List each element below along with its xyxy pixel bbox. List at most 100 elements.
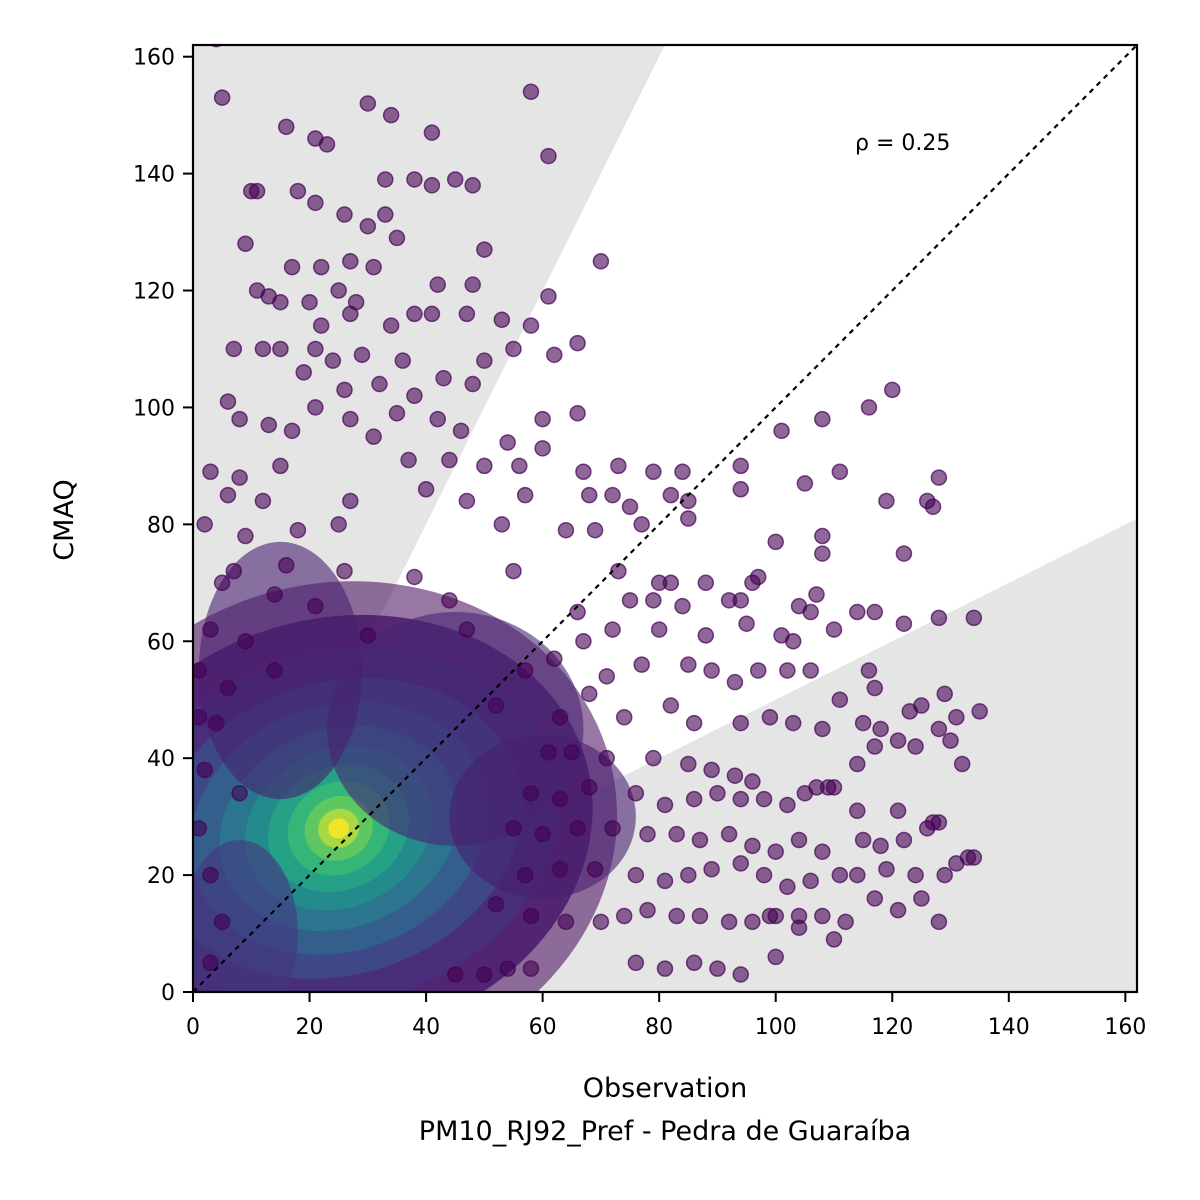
scatter-point	[213, 574, 231, 592]
scatter-point	[540, 147, 557, 165]
scatter-point	[709, 784, 726, 802]
scatter-point	[476, 352, 493, 369]
scatter-point	[586, 860, 604, 878]
x-tick-label: 40	[412, 1015, 440, 1040]
scatter-point	[615, 709, 633, 726]
scatter-point	[953, 755, 971, 773]
scatter-point	[254, 340, 272, 358]
scatter-point	[580, 685, 598, 703]
scatter-point	[435, 369, 452, 387]
scatter-point	[193, 820, 208, 837]
scatter-point	[516, 662, 534, 679]
plot-frame	[191, 43, 1139, 994]
scatter-point	[604, 820, 621, 837]
scatter-point	[208, 714, 225, 732]
scatter-point	[464, 375, 481, 393]
scatter-point	[720, 825, 738, 843]
scatter-point	[336, 562, 353, 580]
scatter-point	[505, 562, 522, 580]
scatter-point	[814, 907, 831, 925]
x-tick-label: 80	[645, 1015, 673, 1040]
scatter-point	[213, 89, 231, 106]
scatter-point	[732, 966, 750, 983]
scatter-point	[744, 837, 761, 855]
scatter-point	[312, 317, 330, 334]
scatter-point	[464, 177, 481, 194]
scatter-point	[446, 966, 464, 983]
scatter-point	[336, 206, 353, 223]
y-tick-label: 60	[147, 630, 175, 655]
scatter-point	[516, 866, 534, 884]
y-tick-label: 0	[161, 981, 175, 1006]
scatter-point	[330, 282, 347, 299]
scatter-point	[744, 773, 761, 790]
scatter-point	[878, 492, 895, 510]
x-axis-subtitle: PM10_RJ92_Pref - Pedra de Guaraíba	[419, 1116, 911, 1147]
scatter-point	[371, 375, 388, 393]
scatter-point	[849, 603, 866, 621]
scatter-point	[691, 831, 709, 849]
scatter-point	[767, 533, 784, 551]
scatter-point	[330, 516, 347, 533]
scatter-point	[761, 709, 779, 726]
scatter-point	[377, 206, 394, 223]
scatter-point	[889, 802, 907, 820]
scatter-point	[971, 703, 988, 720]
scatter-point	[324, 352, 342, 369]
scatter-point	[662, 697, 680, 714]
scatter-point	[726, 673, 744, 691]
x-tick-label: 120	[871, 1015, 913, 1040]
scatter-point	[505, 340, 522, 358]
x-tick-label: 60	[529, 1015, 557, 1040]
scatter-point	[744, 913, 761, 931]
density-cloud	[193, 541, 636, 992]
density-lobe	[193, 840, 298, 992]
scatter-point	[522, 83, 540, 101]
scatter-point	[493, 311, 511, 328]
scatter-point	[237, 633, 254, 650]
scatter-point	[965, 849, 983, 866]
scatter-point	[394, 352, 412, 369]
scatter-point	[895, 615, 913, 632]
scatter-point	[202, 463, 219, 480]
scatter-point	[202, 866, 219, 884]
scatter-point	[849, 755, 866, 773]
scatter-point	[732, 714, 750, 732]
scatter-point	[802, 603, 819, 621]
scatter-point	[563, 744, 581, 761]
scatter-point	[621, 498, 639, 516]
y-tick-label: 120	[133, 280, 175, 305]
scatter-point	[289, 521, 307, 539]
scatter-point	[814, 720, 831, 738]
scatter-point	[615, 907, 633, 925]
scatter-point	[854, 714, 872, 732]
scatter-point	[831, 463, 849, 480]
scatter-point	[254, 492, 272, 510]
scatter-point	[388, 229, 406, 247]
y-axis-ticks: 0 20 40 60 80 100 120 140 160	[133, 46, 193, 1006]
scatter-point	[505, 820, 522, 837]
scatter-point	[790, 919, 808, 936]
scatter-point	[825, 931, 843, 948]
scatter-point	[458, 621, 476, 638]
scatter-point	[569, 334, 586, 352]
scatter-point	[662, 486, 680, 504]
scatter-point	[825, 621, 843, 638]
scatter-point	[849, 802, 866, 820]
scatter-point	[674, 463, 691, 480]
scatter-point	[336, 381, 353, 399]
scatter-point	[580, 486, 598, 504]
scatter-point	[796, 784, 814, 802]
scatter-point	[907, 738, 924, 755]
scatter-point	[866, 603, 884, 621]
scatter-point	[446, 171, 464, 188]
scatter-point	[266, 662, 283, 679]
scatter-point	[260, 416, 278, 434]
x-tick-label: 140	[988, 1015, 1030, 1040]
scatter-point	[656, 872, 674, 890]
scatter-point	[202, 621, 219, 638]
scatter-point	[417, 481, 435, 498]
scatter-point	[551, 860, 569, 878]
scatter-point	[633, 516, 650, 533]
scatter-point	[359, 627, 377, 644]
